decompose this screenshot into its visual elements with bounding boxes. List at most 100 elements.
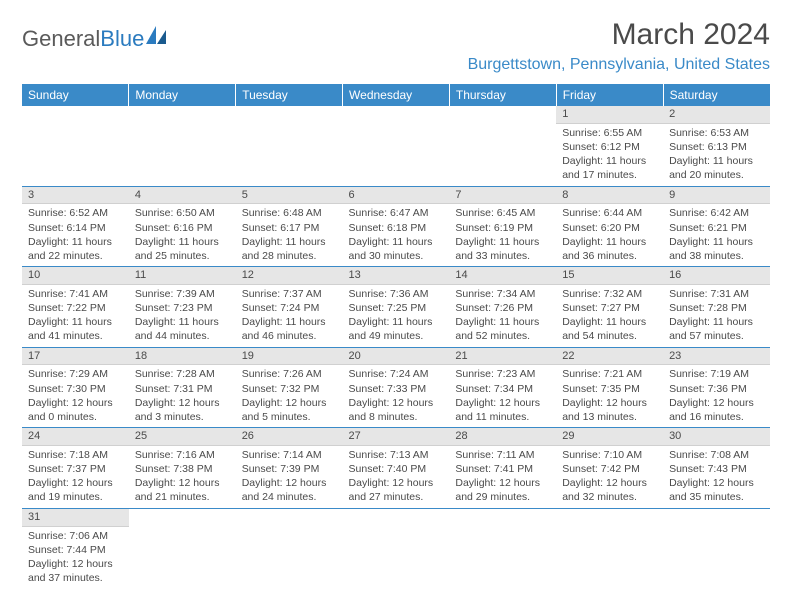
day-number: 10 — [22, 267, 129, 285]
daylight-line: Daylight: 11 hours and 30 minutes. — [349, 235, 444, 263]
sunrise-line: Sunrise: 7:41 AM — [28, 287, 123, 301]
calendar-row: 24Sunrise: 7:18 AMSunset: 7:37 PMDayligh… — [22, 428, 770, 509]
daylight-line: Daylight: 12 hours and 35 minutes. — [669, 476, 764, 504]
calendar-cell — [22, 106, 129, 186]
daylight-line: Daylight: 11 hours and 17 minutes. — [562, 154, 657, 182]
sunset-line: Sunset: 7:26 PM — [455, 301, 550, 315]
daylight-line: Daylight: 12 hours and 3 minutes. — [135, 396, 230, 424]
daylight-line: Daylight: 11 hours and 36 minutes. — [562, 235, 657, 263]
daylight-line: Daylight: 11 hours and 33 minutes. — [455, 235, 550, 263]
calendar-cell: 2Sunrise: 6:53 AMSunset: 6:13 PMDaylight… — [663, 106, 770, 186]
day-content: Sunrise: 6:45 AMSunset: 6:19 PMDaylight:… — [449, 204, 556, 266]
day-number: 22 — [556, 348, 663, 366]
daylight-line: Daylight: 11 hours and 38 minutes. — [669, 235, 764, 263]
col-sunday: Sunday — [22, 84, 129, 106]
day-number: 30 — [663, 428, 770, 446]
sunrise-line: Sunrise: 6:42 AM — [669, 206, 764, 220]
sunrise-line: Sunrise: 7:16 AM — [135, 448, 230, 462]
day-number: 11 — [129, 267, 236, 285]
sunset-line: Sunset: 7:24 PM — [242, 301, 337, 315]
sunset-line: Sunset: 7:33 PM — [349, 382, 444, 396]
sunset-line: Sunset: 6:19 PM — [455, 221, 550, 235]
calendar-cell: 30Sunrise: 7:08 AMSunset: 7:43 PMDayligh… — [663, 428, 770, 509]
sunrise-line: Sunrise: 7:21 AM — [562, 367, 657, 381]
daylight-line: Daylight: 11 hours and 41 minutes. — [28, 315, 123, 343]
sunrise-line: Sunrise: 7:23 AM — [455, 367, 550, 381]
daylight-line: Daylight: 11 hours and 22 minutes. — [28, 235, 123, 263]
calendar-cell — [449, 106, 556, 186]
title-block: March 2024 Burgettstown, Pennsylvania, U… — [468, 18, 770, 78]
calendar-cell: 1Sunrise: 6:55 AMSunset: 6:12 PMDaylight… — [556, 106, 663, 186]
calendar-cell: 4Sunrise: 6:50 AMSunset: 6:16 PMDaylight… — [129, 186, 236, 267]
daylight-line: Daylight: 11 hours and 20 minutes. — [669, 154, 764, 182]
calendar-cell: 6Sunrise: 6:47 AMSunset: 6:18 PMDaylight… — [343, 186, 450, 267]
day-content: Sunrise: 6:48 AMSunset: 6:17 PMDaylight:… — [236, 204, 343, 266]
day-content: Sunrise: 7:16 AMSunset: 7:38 PMDaylight:… — [129, 446, 236, 508]
calendar-cell: 23Sunrise: 7:19 AMSunset: 7:36 PMDayligh… — [663, 347, 770, 428]
logo-text-a: General — [22, 26, 100, 52]
sunrise-line: Sunrise: 7:36 AM — [349, 287, 444, 301]
day-number: 25 — [129, 428, 236, 446]
sunrise-line: Sunrise: 6:45 AM — [455, 206, 550, 220]
sunset-line: Sunset: 7:42 PM — [562, 462, 657, 476]
day-number: 16 — [663, 267, 770, 285]
sunset-line: Sunset: 7:27 PM — [562, 301, 657, 315]
sunrise-line: Sunrise: 6:53 AM — [669, 126, 764, 140]
calendar-row: 31Sunrise: 7:06 AMSunset: 7:44 PMDayligh… — [22, 508, 770, 588]
day-number: 15 — [556, 267, 663, 285]
daylight-line: Daylight: 11 hours and 57 minutes. — [669, 315, 764, 343]
sunrise-line: Sunrise: 7:29 AM — [28, 367, 123, 381]
day-content: Sunrise: 6:52 AMSunset: 6:14 PMDaylight:… — [22, 204, 129, 266]
day-content: Sunrise: 7:34 AMSunset: 7:26 PMDaylight:… — [449, 285, 556, 347]
day-number: 17 — [22, 348, 129, 366]
sunrise-line: Sunrise: 7:18 AM — [28, 448, 123, 462]
day-number: 8 — [556, 187, 663, 205]
day-content: Sunrise: 7:11 AMSunset: 7:41 PMDaylight:… — [449, 446, 556, 508]
header: GeneralBlue March 2024 Burgettstown, Pen… — [22, 18, 770, 78]
sunset-line: Sunset: 6:16 PM — [135, 221, 230, 235]
daylight-line: Daylight: 12 hours and 19 minutes. — [28, 476, 123, 504]
calendar-row: 3Sunrise: 6:52 AMSunset: 6:14 PMDaylight… — [22, 186, 770, 267]
calendar-cell: 31Sunrise: 7:06 AMSunset: 7:44 PMDayligh… — [22, 508, 129, 588]
day-content: Sunrise: 7:23 AMSunset: 7:34 PMDaylight:… — [449, 365, 556, 427]
day-number: 20 — [343, 348, 450, 366]
sunset-line: Sunset: 7:34 PM — [455, 382, 550, 396]
sunset-line: Sunset: 6:20 PM — [562, 221, 657, 235]
day-content: Sunrise: 7:36 AMSunset: 7:25 PMDaylight:… — [343, 285, 450, 347]
day-number: 9 — [663, 187, 770, 205]
calendar-cell: 7Sunrise: 6:45 AMSunset: 6:19 PMDaylight… — [449, 186, 556, 267]
calendar-cell: 24Sunrise: 7:18 AMSunset: 7:37 PMDayligh… — [22, 428, 129, 509]
day-number: 28 — [449, 428, 556, 446]
col-saturday: Saturday — [663, 84, 770, 106]
day-content: Sunrise: 7:39 AMSunset: 7:23 PMDaylight:… — [129, 285, 236, 347]
daylight-line: Daylight: 12 hours and 29 minutes. — [455, 476, 550, 504]
sunset-line: Sunset: 7:22 PM — [28, 301, 123, 315]
day-content: Sunrise: 7:31 AMSunset: 7:28 PMDaylight:… — [663, 285, 770, 347]
day-number: 18 — [129, 348, 236, 366]
sunrise-line: Sunrise: 7:11 AM — [455, 448, 550, 462]
sunset-line: Sunset: 7:25 PM — [349, 301, 444, 315]
sunset-line: Sunset: 7:31 PM — [135, 382, 230, 396]
daylight-line: Daylight: 12 hours and 8 minutes. — [349, 396, 444, 424]
day-number: 26 — [236, 428, 343, 446]
daylight-line: Daylight: 12 hours and 16 minutes. — [669, 396, 764, 424]
daylight-line: Daylight: 12 hours and 5 minutes. — [242, 396, 337, 424]
sunset-line: Sunset: 7:41 PM — [455, 462, 550, 476]
location: Burgettstown, Pennsylvania, United State… — [468, 56, 770, 74]
day-header-row: Sunday Monday Tuesday Wednesday Thursday… — [22, 84, 770, 106]
calendar-cell: 9Sunrise: 6:42 AMSunset: 6:21 PMDaylight… — [663, 186, 770, 267]
calendar-cell: 15Sunrise: 7:32 AMSunset: 7:27 PMDayligh… — [556, 267, 663, 348]
day-content: Sunrise: 7:24 AMSunset: 7:33 PMDaylight:… — [343, 365, 450, 427]
day-number: 14 — [449, 267, 556, 285]
day-number: 27 — [343, 428, 450, 446]
daylight-line: Daylight: 12 hours and 21 minutes. — [135, 476, 230, 504]
daylight-line: Daylight: 12 hours and 24 minutes. — [242, 476, 337, 504]
sunset-line: Sunset: 7:37 PM — [28, 462, 123, 476]
day-content: Sunrise: 7:18 AMSunset: 7:37 PMDaylight:… — [22, 446, 129, 508]
day-content: Sunrise: 7:26 AMSunset: 7:32 PMDaylight:… — [236, 365, 343, 427]
calendar-cell: 8Sunrise: 6:44 AMSunset: 6:20 PMDaylight… — [556, 186, 663, 267]
day-number: 13 — [343, 267, 450, 285]
calendar-cell: 21Sunrise: 7:23 AMSunset: 7:34 PMDayligh… — [449, 347, 556, 428]
sunrise-line: Sunrise: 6:47 AM — [349, 206, 444, 220]
daylight-line: Daylight: 11 hours and 52 minutes. — [455, 315, 550, 343]
